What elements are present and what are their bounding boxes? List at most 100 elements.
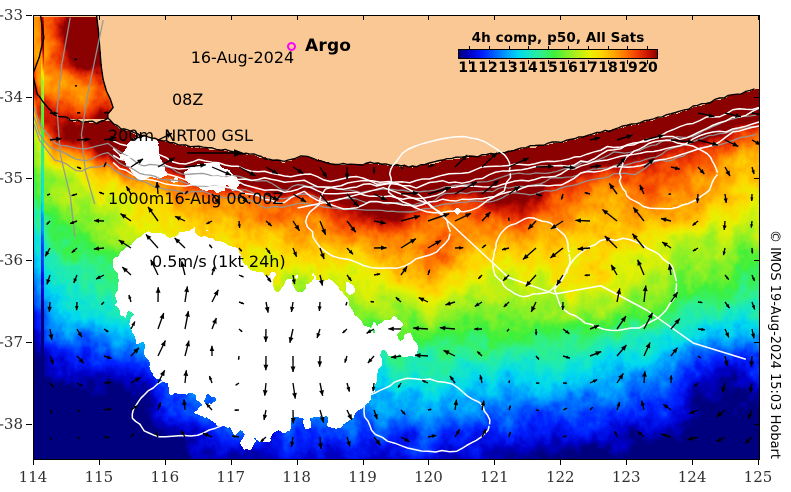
vector-scale-arrow-icon xyxy=(187,149,244,157)
colorbar-tick xyxy=(627,60,629,64)
y-axis-tick-right xyxy=(754,260,759,262)
x-axis-label: 115 xyxy=(84,468,114,486)
x-axis-tick-top xyxy=(428,15,430,20)
x-axis-tick-top xyxy=(560,15,562,20)
y-axis-tick-right xyxy=(754,15,759,16)
colorbar-tick xyxy=(528,60,530,64)
colorbar-tick-label: 12 xyxy=(478,60,498,76)
y-axis-tick-right xyxy=(754,96,759,98)
x-axis-tick xyxy=(626,459,628,465)
x-axis-tick xyxy=(494,459,496,465)
x-axis-label: 120 xyxy=(414,468,443,486)
copyright-credit: © IMOS 19-Aug-2024 15:03 Hobart xyxy=(762,16,788,459)
y-axis-tick xyxy=(26,178,32,180)
map-plot-area[interactable]: 16-Aug-2024 08Z 200m NRT00 GSL 1000m16-A… xyxy=(33,15,760,460)
credit-text: © IMOS 19-Aug-2024 15:03 Hobart xyxy=(767,229,783,459)
x-axis-tick-top xyxy=(692,15,694,20)
vector-scale-line: 0.5m/s (1kt 24h) xyxy=(152,252,286,271)
colorbar-tick xyxy=(548,46,550,50)
depth-200m-line: 200m NRT00 GSL xyxy=(108,126,253,145)
colorbar-tick xyxy=(468,46,470,50)
colorbar-tick-label: 18 xyxy=(598,60,618,76)
y-axis-label: -35 xyxy=(0,169,23,188)
x-axis-tick-top xyxy=(362,15,364,20)
colorbar: 4h comp, p50, All Sats 11 12 13 14 15 16 17 18 1… xyxy=(453,30,663,78)
y-axis-tick xyxy=(26,341,32,343)
x-axis-tick xyxy=(692,459,694,465)
argo-marker-icon xyxy=(287,41,296,51)
x-axis-label: 117 xyxy=(216,468,246,486)
x-axis-tick xyxy=(560,459,562,465)
depth-1000m-line: 1000m16-Aug 06:00Z xyxy=(108,189,284,208)
y-axis-tick-right xyxy=(754,341,759,343)
colorbar-tick-label: 13 xyxy=(498,60,518,76)
x-axis-tick xyxy=(296,459,298,465)
y-axis-tick-right xyxy=(754,423,759,425)
colorbar-tick xyxy=(468,60,470,64)
y-axis-label: -33 xyxy=(0,6,23,24)
colorbar-tick xyxy=(607,46,609,50)
x-axis-tick-top xyxy=(33,15,34,20)
x-axis-tick xyxy=(164,459,166,465)
x-axis-tick xyxy=(758,459,759,465)
argo-legend-label: Argo xyxy=(305,36,352,56)
x-axis-tick xyxy=(362,459,364,465)
y-axis-tick-right xyxy=(754,178,759,180)
colorbar-tick-label: 11 xyxy=(458,60,478,76)
x-axis-tick-top xyxy=(494,15,496,20)
colorbar-tick-label: 19 xyxy=(618,60,638,76)
colorbar-tick xyxy=(647,60,649,64)
x-axis-tick-top xyxy=(758,15,759,20)
x-axis-tick xyxy=(33,459,34,465)
x-axis-tick-top xyxy=(626,15,628,20)
colorbar-gradient xyxy=(458,46,658,64)
colorbar-tick xyxy=(508,46,510,50)
hour-line: 08Z xyxy=(172,90,204,109)
x-axis-label: 121 xyxy=(480,468,509,486)
date-line: 16-Aug-2024 xyxy=(190,48,295,67)
y-axis-tick xyxy=(26,423,32,425)
model-annotation: 200m NRT00 GSL 1000m16-Aug 06:00Z 0.5m/s… xyxy=(108,83,286,314)
colorbar-tick xyxy=(567,60,569,64)
y-axis-tick xyxy=(26,260,32,262)
x-axis-tick xyxy=(98,459,100,465)
x-axis-label: 118 xyxy=(282,468,311,486)
colorbar-tick-label: 15 xyxy=(538,60,558,76)
x-axis-tick-top xyxy=(98,15,100,20)
y-axis-label: -36 xyxy=(0,251,23,270)
colorbar-tick-label: 17 xyxy=(578,60,598,76)
y-axis-tick xyxy=(26,15,32,16)
y-axis-tick xyxy=(26,96,32,98)
y-axis-label: -34 xyxy=(0,87,23,106)
colorbar-tick xyxy=(488,60,490,64)
colorbar-tick xyxy=(488,46,490,50)
x-axis-label: 124 xyxy=(677,468,707,486)
colorbar-tick xyxy=(508,60,510,64)
colorbar-tick xyxy=(567,46,569,50)
argo-legend[interactable]: Argo xyxy=(287,36,351,56)
x-axis-tick xyxy=(230,459,232,465)
x-axis-label: 122 xyxy=(545,468,575,486)
colorbar-tick-labels: 11 12 13 14 15 16 17 18 19 20 xyxy=(453,60,663,78)
colorbar-tick-label: 20 xyxy=(638,60,658,76)
colorbar-tick xyxy=(528,46,530,50)
colorbar-tick xyxy=(607,60,609,64)
x-axis-label: 119 xyxy=(348,468,377,486)
x-axis-label: 114 xyxy=(18,468,48,486)
colorbar-tick xyxy=(647,46,649,50)
y-axis-label: -38 xyxy=(0,414,23,433)
colorbar-tick xyxy=(548,60,550,64)
colorbar-tick-label: 14 xyxy=(518,60,538,76)
colorbar-tick xyxy=(587,46,589,50)
x-axis-label: 125 xyxy=(743,468,773,486)
x-axis-tick-top xyxy=(164,15,166,20)
y-axis-label: -37 xyxy=(0,332,23,351)
colorbar-tick xyxy=(587,60,589,64)
colorbar-tick-label: 16 xyxy=(558,60,578,76)
colorbar-title: 4h comp, p50, All Sats xyxy=(471,30,645,46)
x-axis-label: 116 xyxy=(150,468,180,486)
colorbar-tick xyxy=(627,46,629,50)
x-axis-tick-top xyxy=(230,15,232,20)
x-axis-label: 123 xyxy=(611,468,641,486)
